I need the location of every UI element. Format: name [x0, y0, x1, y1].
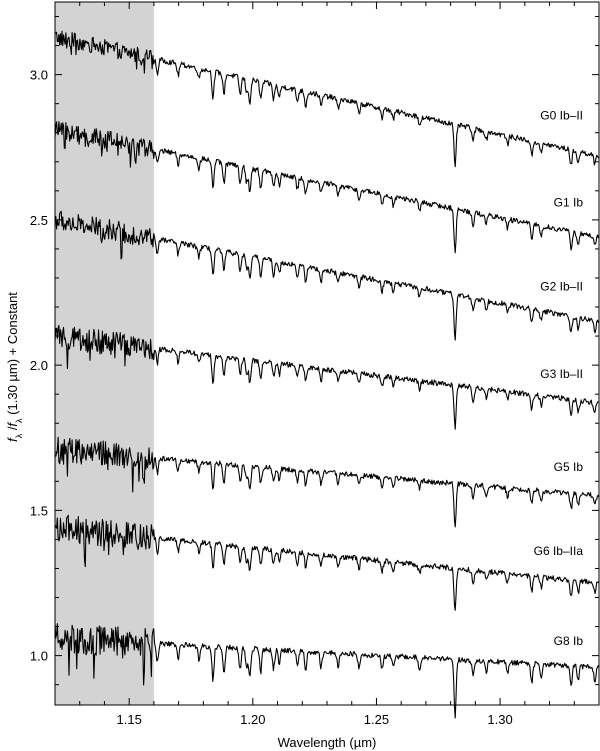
y-tick-label: 1.5	[30, 503, 48, 518]
spectrum-line	[54, 30, 600, 168]
shaded-region	[55, 2, 154, 705]
spectrum-line	[54, 514, 600, 611]
spectrum-line	[54, 324, 600, 430]
x-tick-label: 1.15	[117, 712, 142, 727]
x-tick-label: 1.20	[240, 712, 265, 727]
spectrum-line	[54, 121, 600, 254]
series-label: G3 Ib–II	[540, 367, 583, 381]
series-label: G8 Ib	[554, 634, 584, 648]
series-label: G2 Ib–II	[540, 280, 583, 294]
y-tick-label: 1.0	[30, 649, 48, 664]
series-label: G6 Ib–IIa	[534, 544, 584, 558]
tick-layer: 1.15 1.20 1.25 1.30 1.0 1.5 2.0 2.5 3.0	[30, 2, 600, 727]
series-layer: G0 Ib–II G1 Ib G2 Ib–II G3 Ib–II G5 Ib G6 Ib–…	[54, 30, 600, 719]
series-label: G1 Ib	[554, 195, 584, 209]
x-tick-label: 1.25	[364, 712, 389, 727]
x-tick-label: 1.30	[487, 712, 512, 727]
y-tick-label: 2.0	[30, 358, 48, 373]
spectrum-line	[54, 210, 600, 341]
series-label: G5 Ib	[554, 460, 584, 474]
x-axis-label: Wavelength (µm)	[278, 735, 377, 750]
spectrum-line	[54, 623, 600, 719]
spectrum-line	[54, 436, 600, 528]
y-axis-label: fλ /fλ (1.30 µm) + Constant	[5, 292, 24, 442]
series-label: G0 Ib–II	[540, 108, 583, 122]
y-tick-label: 3.0	[30, 68, 48, 83]
y-tick-label: 2.5	[30, 213, 48, 228]
